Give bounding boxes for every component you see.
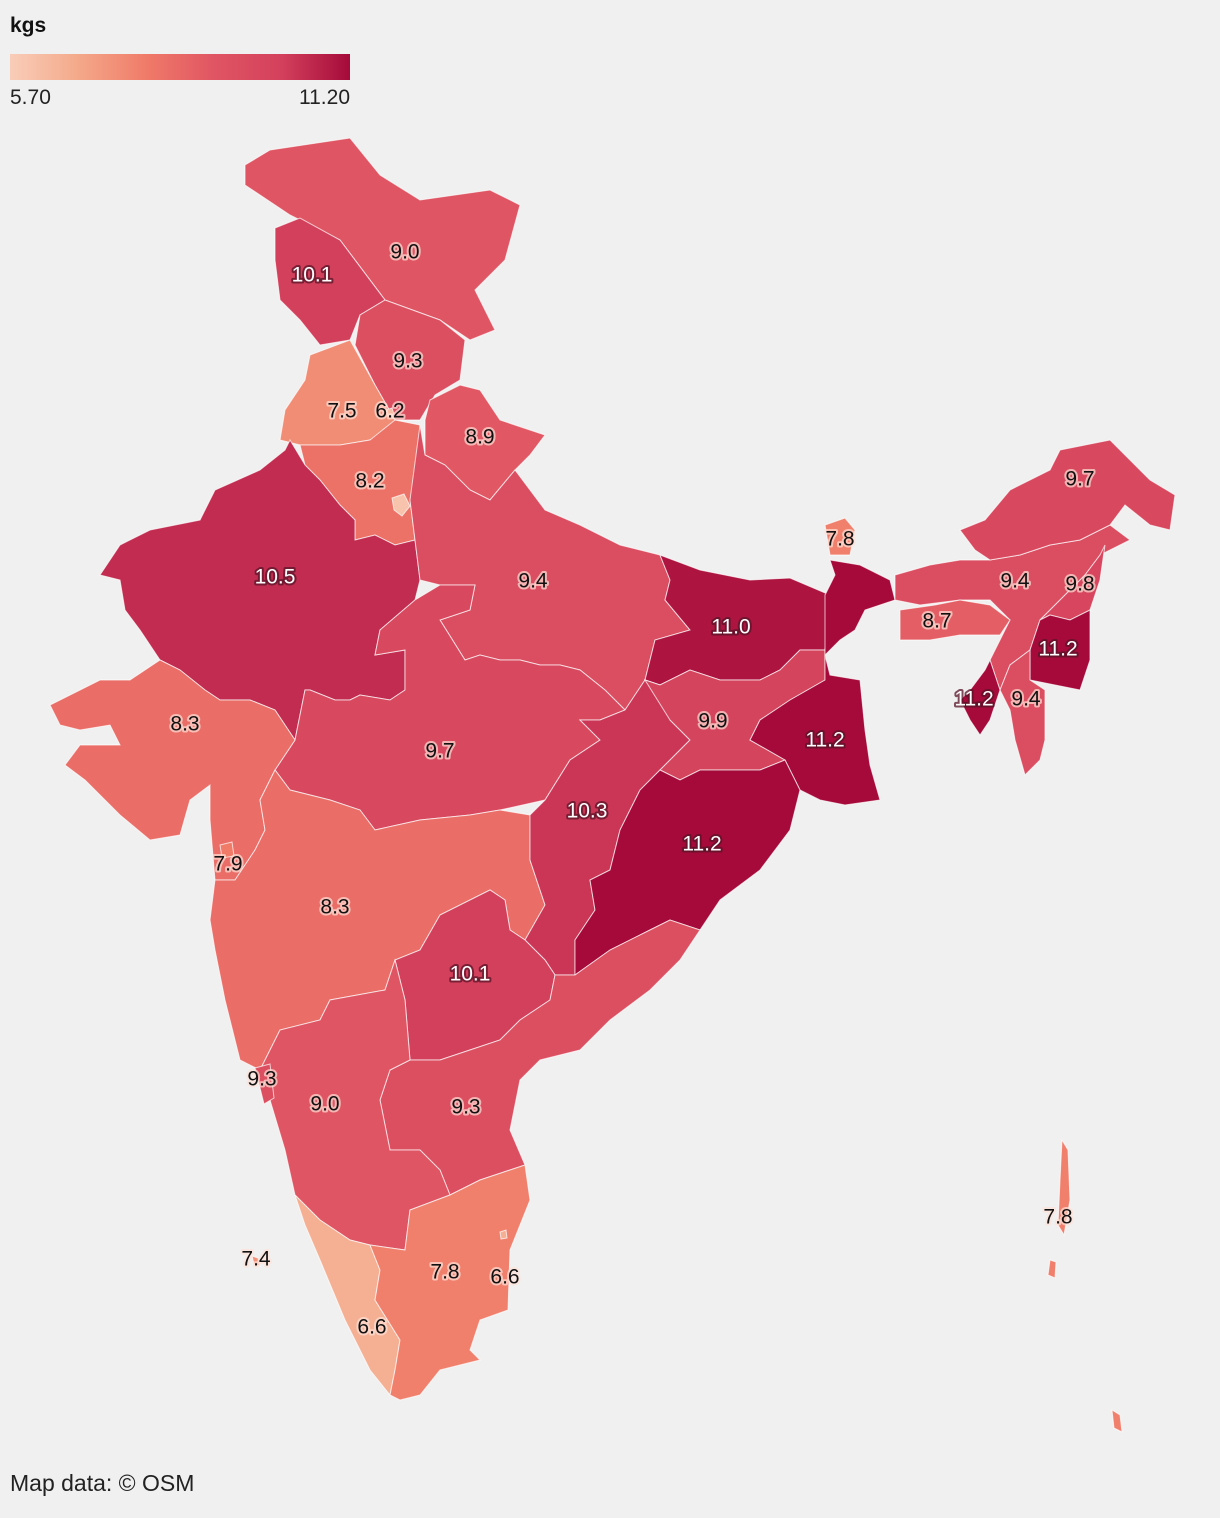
- value-label-haryana: 8.2: [355, 470, 384, 493]
- region-west-bengal[interactable]: [749, 559, 896, 806]
- legend-min-label: 5.70: [10, 86, 51, 109]
- value-label-uttar-pradesh: 9.4: [518, 570, 548, 593]
- value-label-chandigarh: 6.2: [375, 400, 404, 423]
- value-label-arunachal-pradesh: 9.7: [1065, 468, 1094, 491]
- region-sikkim[interactable]: [824, 517, 856, 556]
- region-mizoram[interactable]: [999, 649, 1046, 776]
- legend-color-bar: [10, 54, 350, 80]
- region-himachal-pradesh[interactable]: [354, 299, 466, 421]
- value-label-meghalaya: 8.7: [922, 610, 951, 633]
- value-label-goa: 9.3: [247, 1068, 276, 1091]
- value-label-tripura: 11.2: [954, 688, 993, 711]
- map-attribution: Map data: © OSM: [10, 1470, 195, 1496]
- value-label-mizoram: 9.4: [1011, 688, 1041, 711]
- value-label-telangana: 10.1: [450, 963, 491, 986]
- value-label-dadra-daman: 7.9: [213, 853, 242, 876]
- region-delhi[interactable]: [391, 493, 411, 517]
- value-label-maharashtra: 8.3: [320, 896, 349, 919]
- value-label-tamil-nadu: 7.8: [430, 1261, 459, 1284]
- value-label-andaman-nicobar: 7.8: [1043, 1206, 1072, 1229]
- value-label-puducherry: 6.6: [490, 1266, 519, 1289]
- region-andaman-nicobar[interactable]: [1047, 1138, 1123, 1433]
- value-label-bihar: 11.0: [711, 616, 750, 639]
- value-label-manipur: 11.2: [1038, 638, 1077, 661]
- value-label-chhattisgarh: 10.3: [567, 800, 608, 823]
- region-meghalaya[interactable]: [899, 599, 1011, 641]
- region-tripura[interactable]: [959, 658, 1001, 736]
- value-label-nagaland: 9.8: [1065, 573, 1094, 596]
- value-label-lakshadweep: 7.4: [241, 1248, 271, 1271]
- value-label-andhra-pradesh: 9.3: [451, 1096, 480, 1119]
- value-label-rajasthan: 10.5: [255, 566, 296, 589]
- value-label-ladakh: 9.0: [390, 241, 419, 264]
- value-label-himachal-pradesh: 9.3: [393, 350, 422, 373]
- value-label-jammu-kashmir: 10.1: [292, 264, 333, 287]
- region-dadra-daman[interactable]: [219, 841, 235, 859]
- region-arunachal-pradesh[interactable]: [959, 439, 1176, 561]
- value-label-sikkim: 7.8: [825, 528, 854, 551]
- legend-max-label: 11.20: [299, 86, 350, 109]
- value-label-jharkhand: 9.9: [698, 710, 727, 733]
- value-label-punjab: 7.5: [327, 400, 356, 423]
- region-tamil-nadu[interactable]: [369, 1164, 531, 1401]
- value-label-uttarakhand: 8.9: [465, 426, 494, 449]
- value-label-west-bengal: 11.2: [805, 729, 844, 752]
- region-chandigarh[interactable]: [385, 407, 395, 417]
- region-lakshadweep[interactable]: [251, 1255, 261, 1267]
- legend-title: kgs: [10, 14, 47, 37]
- value-label-odisha: 11.2: [682, 833, 721, 856]
- region-odisha[interactable]: [574, 759, 801, 976]
- value-label-kerala: 6.6: [357, 1316, 386, 1339]
- value-label-gujarat: 8.3: [170, 713, 199, 736]
- region-goa[interactable]: [254, 1063, 275, 1105]
- region-puducherry[interactable]: [499, 1229, 508, 1240]
- value-label-madhya-pradesh: 9.7: [425, 740, 454, 763]
- value-label-assam: 9.4: [1000, 570, 1030, 593]
- value-label-karnataka: 9.0: [310, 1093, 339, 1116]
